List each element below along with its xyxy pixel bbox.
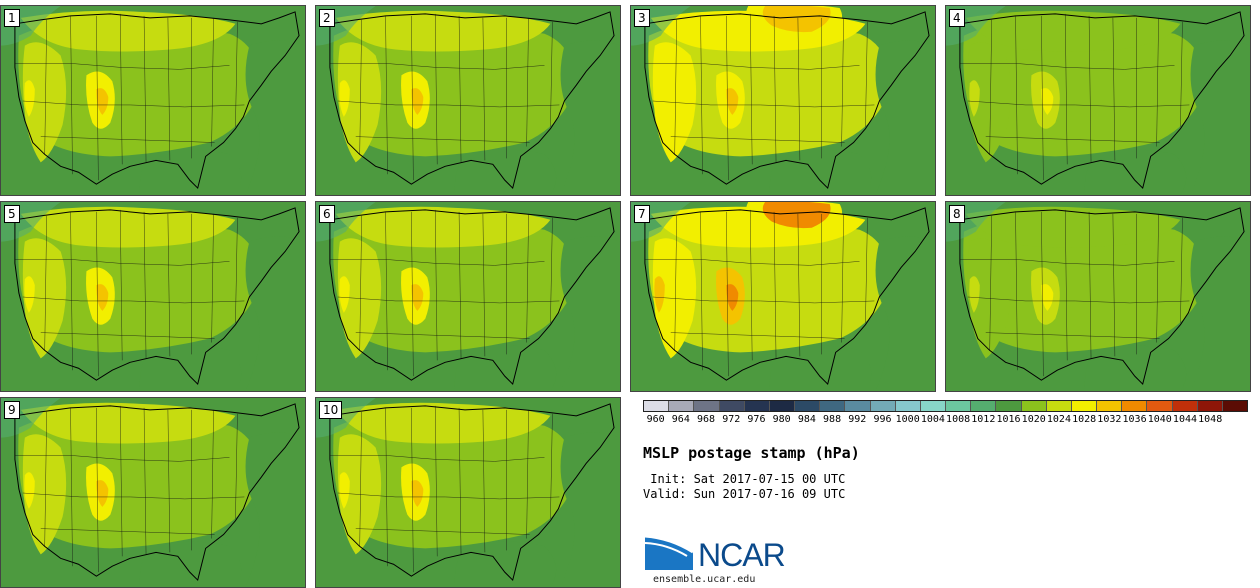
colorbar-tick-label: 964 <box>671 414 690 425</box>
member-number: 2 <box>319 9 335 27</box>
colorbar-swatch <box>1197 401 1223 411</box>
ncar-logo-text: NCAR <box>698 537 786 573</box>
mslp-map <box>316 202 620 391</box>
colorbar-swatch <box>1021 401 1047 411</box>
colorbar-swatch <box>920 401 947 411</box>
mslp-map <box>946 6 1250 195</box>
member-panel-2: 2 <box>315 5 621 196</box>
colorbar-tick-label: 996 <box>873 414 892 425</box>
colorbar-swatch <box>694 401 720 411</box>
member-number: 9 <box>4 401 20 419</box>
mslp-map <box>316 398 620 587</box>
colorbar-swatch <box>996 401 1022 411</box>
colorbar-swatch <box>744 401 770 411</box>
member-panel-6: 6 <box>315 201 621 392</box>
colorbar-swatch <box>1071 401 1098 411</box>
member-panel-8: 8 <box>945 201 1251 392</box>
colorbar-tick-label: 988 <box>823 414 842 425</box>
mslp-map <box>946 202 1250 391</box>
member-number: 7 <box>634 205 650 223</box>
colorbar-tick-label: 1040 <box>1147 414 1172 425</box>
member-panel-1: 1 <box>0 5 306 196</box>
colorbar-swatch <box>820 401 846 411</box>
colorbar-swatch <box>719 401 745 411</box>
member-panel-4: 4 <box>945 5 1251 196</box>
colorbar-swatch <box>1222 401 1248 411</box>
colorbar-tick-label: 1024 <box>1046 414 1071 425</box>
mslp-map <box>631 6 935 195</box>
member-number: 4 <box>949 9 965 27</box>
colorbar-tick-label: 968 <box>696 414 716 425</box>
mslp-map <box>316 6 620 195</box>
colorbar-tick-label: 992 <box>848 414 867 425</box>
colorbar-swatch <box>845 401 871 411</box>
colorbar-tick-label: 976 <box>747 414 766 425</box>
colorbar-tick-label: 1028 <box>1072 414 1097 425</box>
colorbar-tick-label: 1016 <box>996 414 1021 425</box>
colorbar-swatch <box>895 401 921 411</box>
colorbar-tick-label: 1012 <box>971 414 996 425</box>
site-url: ensemble.ucar.edu <box>653 574 756 585</box>
colorbar-tick-label: 980 <box>772 414 791 425</box>
colorbar-tick-label: 1044 <box>1172 414 1198 425</box>
colorbar-swatch <box>971 401 997 411</box>
colorbar-tick-label: 1020 <box>1021 414 1046 425</box>
colorbar-swatch <box>1122 401 1148 411</box>
colorbar-ticks: 960 964 968 972 976 980 984 988 992 996 1000 1004 10… <box>643 414 1260 428</box>
mslp-map <box>1 6 305 195</box>
colorbar-swatch <box>870 401 896 411</box>
member-panel-7: 7 <box>630 201 936 392</box>
ncar-logo-icon <box>644 534 694 570</box>
colorbar-tick-label: 1032 <box>1097 414 1122 425</box>
colorbar-tick-label: 972 <box>722 414 741 425</box>
colorbar-swatch <box>1147 401 1173 411</box>
init-time: Init: Sat 2017-07-15 00 UTC <box>643 472 846 486</box>
colorbar-tick-label: 1004 <box>920 414 945 425</box>
colorbar-swatch <box>1097 401 1123 411</box>
colorbar-swatch <box>644 401 670 411</box>
colorbar-swatch <box>769 401 796 411</box>
colorbar-tick-label: 1000 <box>895 414 920 425</box>
member-number: 8 <box>949 205 965 223</box>
colorbar-swatch <box>1172 401 1198 411</box>
member-number: 6 <box>319 205 335 223</box>
member-panel-5: 5 <box>0 201 306 392</box>
colorbar-swatch <box>669 401 695 411</box>
colorbar-tick-label: 960 <box>646 414 665 425</box>
colorbar-tick-label: 1008 <box>946 414 971 425</box>
colorbar-swatch <box>1046 401 1072 411</box>
member-panel-10: 10 <box>315 397 621 588</box>
member-panel-9: 9 <box>0 397 306 588</box>
member-number: 10 <box>319 401 343 419</box>
member-number: 5 <box>4 205 20 223</box>
colorbar-swatch <box>795 401 821 411</box>
colorbar-tick-label: 1036 <box>1122 414 1147 425</box>
figure-title: MSLP postage stamp (hPa) <box>643 444 860 462</box>
member-number: 3 <box>634 9 650 27</box>
colorbar <box>643 400 1248 412</box>
valid-time: Valid: Sun 2017-07-16 09 UTC <box>643 487 846 501</box>
mslp-map <box>631 202 935 391</box>
mslp-map <box>1 202 305 391</box>
member-number: 1 <box>4 9 20 27</box>
colorbar-swatch <box>946 401 972 411</box>
colorbar-tick-label: 1048 <box>1198 414 1223 425</box>
colorbar-tick-label: 984 <box>797 414 816 425</box>
member-panel-3: 3 <box>630 5 936 196</box>
mslp-map <box>1 398 305 587</box>
